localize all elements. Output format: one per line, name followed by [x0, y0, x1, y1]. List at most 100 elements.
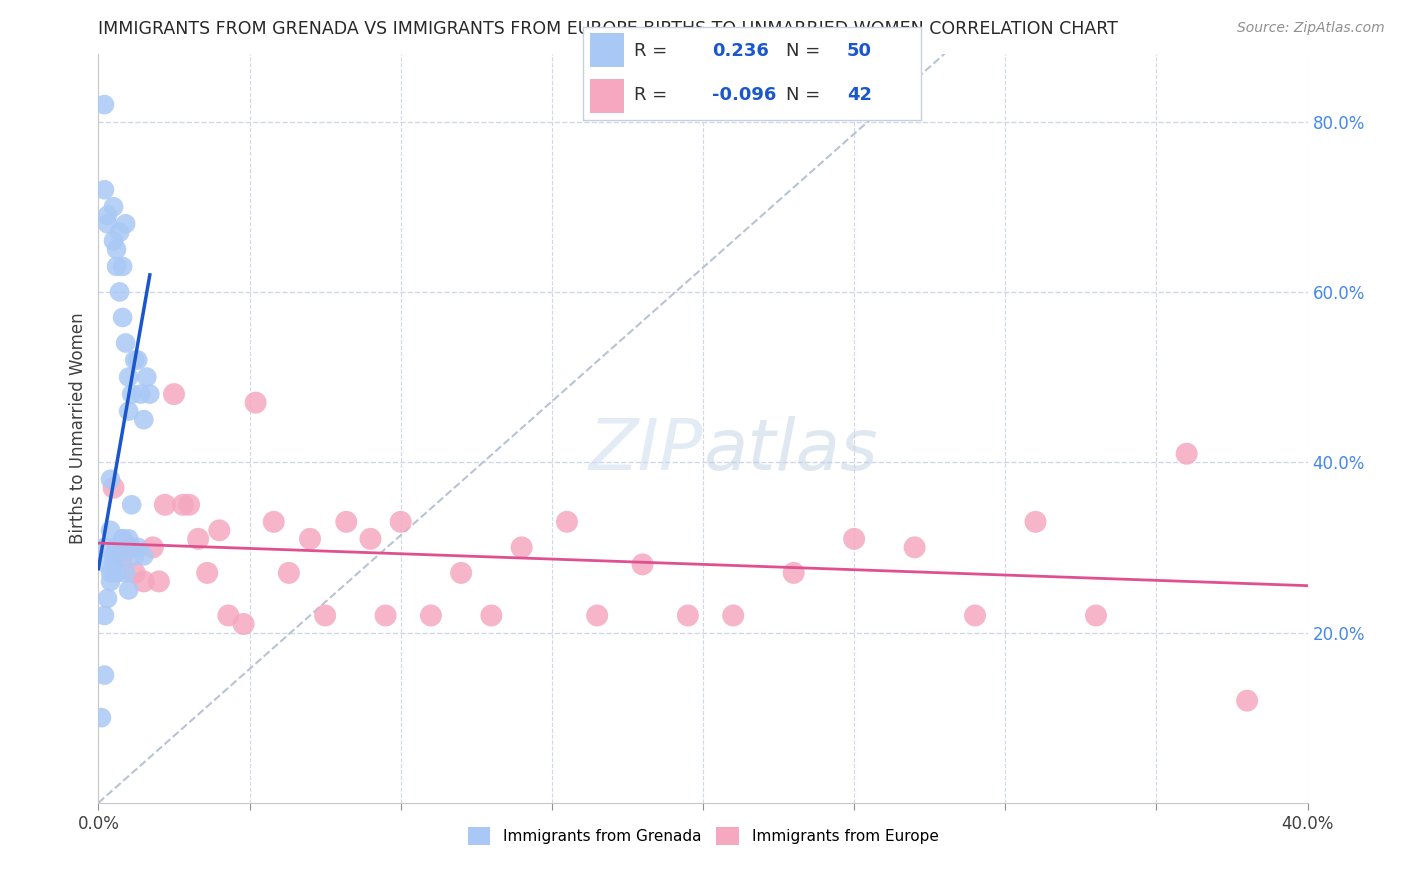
Point — [96, 558, 118, 572]
Point — [360, 532, 382, 546]
Text: N =: N = — [786, 42, 825, 60]
Point — [135, 370, 157, 384]
Point — [132, 574, 155, 589]
Point — [139, 387, 162, 401]
Legend: Immigrants from Grenada, Immigrants from Europe: Immigrants from Grenada, Immigrants from… — [461, 821, 945, 851]
Point — [245, 395, 267, 409]
Point — [783, 566, 806, 580]
Point — [481, 608, 503, 623]
Point — [844, 532, 866, 546]
Point — [105, 541, 128, 555]
Point — [121, 387, 143, 401]
Point — [676, 608, 699, 623]
Point — [118, 541, 141, 555]
Point — [263, 515, 285, 529]
Point — [374, 608, 396, 623]
Point — [132, 549, 155, 563]
Point — [100, 566, 122, 580]
Text: 0.236: 0.236 — [711, 42, 769, 60]
Point — [124, 549, 146, 563]
Point — [105, 566, 128, 580]
Point — [121, 498, 143, 512]
Point — [100, 524, 122, 538]
Text: 42: 42 — [846, 87, 872, 104]
Point — [111, 310, 134, 325]
Point — [121, 541, 143, 555]
FancyBboxPatch shape — [591, 79, 624, 113]
Point — [114, 541, 136, 555]
Point — [142, 541, 165, 555]
Point — [187, 532, 209, 546]
Point — [96, 591, 118, 606]
Point — [118, 370, 141, 384]
Point — [127, 541, 149, 555]
Point — [114, 217, 136, 231]
Point — [335, 515, 357, 529]
Point — [108, 225, 131, 239]
Text: atlas: atlas — [703, 417, 877, 485]
Point — [111, 260, 134, 274]
Y-axis label: Births to Unmarried Women: Births to Unmarried Women — [69, 312, 87, 544]
Point — [172, 498, 194, 512]
Point — [118, 404, 141, 418]
Point — [103, 200, 125, 214]
Text: R =: R = — [634, 42, 673, 60]
Point — [129, 387, 152, 401]
Point — [314, 608, 336, 623]
Point — [124, 566, 146, 580]
Point — [100, 472, 122, 486]
Point — [586, 608, 609, 623]
Point — [232, 617, 254, 632]
Point — [631, 558, 654, 572]
Point — [555, 515, 578, 529]
Point — [208, 524, 231, 538]
Point — [217, 608, 239, 623]
Point — [111, 532, 134, 546]
Text: Source: ZipAtlas.com: Source: ZipAtlas.com — [1237, 21, 1385, 36]
Point — [103, 234, 125, 248]
Point — [1085, 608, 1108, 623]
Point — [118, 532, 141, 546]
FancyBboxPatch shape — [591, 33, 624, 67]
Text: 50: 50 — [846, 42, 872, 60]
Point — [108, 549, 131, 563]
Point — [127, 353, 149, 368]
Point — [103, 549, 125, 563]
Point — [389, 515, 412, 529]
Text: R =: R = — [634, 87, 673, 104]
Point — [105, 260, 128, 274]
Point — [114, 336, 136, 351]
Text: N =: N = — [786, 87, 825, 104]
Point — [723, 608, 745, 623]
Point — [132, 412, 155, 426]
Point — [195, 566, 218, 580]
Text: ZIP: ZIP — [589, 417, 703, 485]
Point — [277, 566, 299, 580]
Point — [179, 498, 201, 512]
Point — [93, 608, 115, 623]
Point — [108, 541, 131, 555]
Point — [1024, 515, 1046, 529]
Point — [299, 532, 322, 546]
Point — [93, 541, 115, 555]
Point — [1236, 693, 1258, 707]
Text: IMMIGRANTS FROM GRENADA VS IMMIGRANTS FROM EUROPE BIRTHS TO UNMARRIED WOMEN CORR: IMMIGRANTS FROM GRENADA VS IMMIGRANTS FR… — [98, 21, 1118, 38]
Text: -0.096: -0.096 — [711, 87, 776, 104]
Point — [1175, 447, 1198, 461]
Point — [450, 566, 472, 580]
Point — [93, 97, 115, 112]
Point — [904, 541, 927, 555]
Point — [111, 549, 134, 563]
Point — [93, 668, 115, 682]
Point — [148, 574, 170, 589]
Point — [93, 183, 115, 197]
Point — [420, 608, 443, 623]
Point — [103, 558, 125, 572]
Point — [111, 532, 134, 546]
Point — [114, 566, 136, 580]
Point — [105, 243, 128, 257]
Point — [153, 498, 176, 512]
Point — [103, 481, 125, 495]
Point — [965, 608, 987, 623]
Point — [163, 387, 186, 401]
